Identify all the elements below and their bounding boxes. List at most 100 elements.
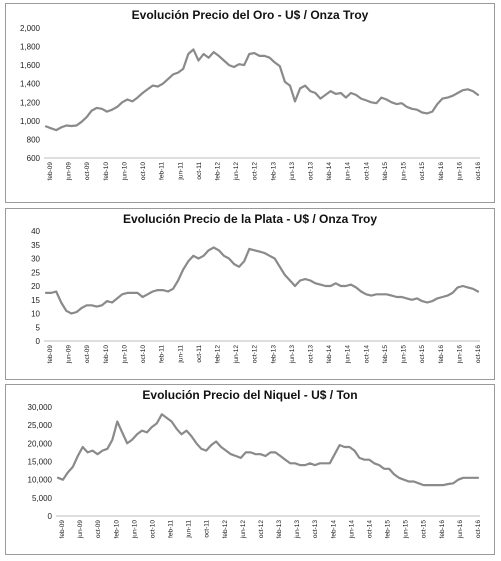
gold-x-tick-label: feb-16 xyxy=(438,162,445,181)
silver-x-tick-label: jun-10 xyxy=(121,345,128,364)
nickel-x-tick-label: oct-13 xyxy=(312,520,319,538)
silver-x-tick-label: feb-16 xyxy=(438,345,445,364)
silver-x-tick-label: jun-13 xyxy=(289,345,296,364)
silver-y-tick-label: 0 xyxy=(36,337,41,346)
gold-y-tick-label: 1,600 xyxy=(20,61,41,70)
silver-x-tick-label: oct-10 xyxy=(140,345,147,363)
gold-x-tick-label: jun-15 xyxy=(401,162,408,181)
gold-price-series-line xyxy=(44,48,480,132)
silver-x-tick-label: jun-14 xyxy=(345,345,352,364)
silver-x-tick-label: oct-14 xyxy=(363,345,370,363)
gold-x-tick-label: oct-10 xyxy=(140,162,147,180)
gold-x-tick-label: oct-15 xyxy=(419,162,426,180)
silver-x-tick-label: oct-12 xyxy=(252,345,259,363)
gold-y-tick-label: 1,200 xyxy=(20,98,41,107)
silver-x-tick-label: oct-16 xyxy=(475,345,482,363)
gold-y-tick-label: 1,400 xyxy=(20,80,41,89)
nickel-x-tick-label: oct-12 xyxy=(258,520,265,538)
nickel-x-tick-label: jun-09 xyxy=(77,520,84,539)
gold-x-tick-label: jun-13 xyxy=(289,162,296,181)
gold-x-tick-label: oct-12 xyxy=(252,162,259,180)
gold-x-tick-label: feb-11 xyxy=(159,162,166,180)
gold-x-tick-label: feb-14 xyxy=(326,162,333,181)
nickel-x-tick-label: feb-14 xyxy=(330,520,337,539)
nickel-x-tick-label: feb-12 xyxy=(222,520,229,539)
gold-x-tick-label: oct-11 xyxy=(196,162,203,180)
gold-y-tick-label: 2,000 xyxy=(20,24,41,33)
nickel-x-tick-label: feb-16 xyxy=(439,520,446,539)
nickel-x-tick-label: jun-12 xyxy=(240,520,247,539)
nickel-x-tick-label: feb-15 xyxy=(385,520,392,539)
gold-x-tick-label: feb-15 xyxy=(382,162,389,181)
silver-x-tick-label: jun-12 xyxy=(233,345,240,364)
silver-price-chart: Evolución Precio de la Plata - U$ / Onza… xyxy=(31,212,482,364)
silver-y-tick-label: 5 xyxy=(36,323,41,332)
silver-x-tick-label: feb-15 xyxy=(382,345,389,364)
nickel-x-tick-label: feb-13 xyxy=(276,520,283,539)
nickel-x-tick-label: jun-13 xyxy=(294,520,301,539)
nickel-y-tick-label: 20,000 xyxy=(28,439,53,448)
gold-price-chart-panel: Evolución Precio del Oro - U$ / Onza Tro… xyxy=(5,3,495,203)
gold-x-tick-label: jun-10 xyxy=(121,162,128,181)
nickel-x-tick-label: jun-14 xyxy=(348,520,355,539)
nickel-x-tick-label: oct-10 xyxy=(149,520,156,538)
silver-x-tick-label: oct-15 xyxy=(419,345,426,363)
nickel-chart-title: Evolución Precio del Niquel - U$ / Ton xyxy=(142,388,357,402)
gold-x-tick-label: oct-09 xyxy=(84,162,91,180)
silver-x-tick-label: oct-09 xyxy=(84,345,91,363)
nickel-x-tick-label: feb-09 xyxy=(59,520,66,539)
gold-x-tick-label: feb-09 xyxy=(47,162,54,181)
nickel-x-tick-label: jun-11 xyxy=(186,520,193,539)
gold-x-tick-label: jun-12 xyxy=(233,162,240,181)
silver-price-chart-panel: Evolución Precio de la Plata - U$ / Onza… xyxy=(5,208,495,380)
gold-y-tick-label: 1,800 xyxy=(20,43,41,52)
gold-y-tick-label: 800 xyxy=(27,135,41,144)
silver-x-tick-label: feb-09 xyxy=(47,345,54,364)
nickel-y-tick-label: 10,000 xyxy=(28,476,53,485)
nickel-price-chart: Evolución Precio del Niquel - U$ / Ton 0 5… xyxy=(28,388,482,539)
gold-chart-title: Evolución Precio del Oro - U$ / Onza Tro… xyxy=(132,8,369,22)
nickel-x-tick-label: jun-10 xyxy=(131,520,138,539)
gold-x-tick-label: jun-09 xyxy=(66,162,73,181)
silver-y-tick-label: 25 xyxy=(31,268,40,277)
silver-chart-title: Evolución Precio de la Plata - U$ / Onza… xyxy=(123,212,377,226)
gold-x-tick-label: oct-14 xyxy=(363,162,370,180)
gold-x-tick-label: feb-12 xyxy=(214,162,221,181)
nickel-y-tick-label: 5,000 xyxy=(32,494,53,503)
silver-x-tick-label: feb-13 xyxy=(270,345,277,364)
gold-x-tick-label: jun-11 xyxy=(177,162,184,181)
silver-x-tick-label: oct-11 xyxy=(196,345,203,363)
gold-x-tick-label: feb-13 xyxy=(270,162,277,181)
nickel-price-series-line xyxy=(56,413,480,487)
silver-x-tick-label: feb-12 xyxy=(214,345,221,364)
silver-x-tick-label: jun-15 xyxy=(401,345,408,364)
nickel-y-tick-label: 0 xyxy=(48,512,53,521)
silver-x-tick-label: jun-16 xyxy=(456,345,463,364)
nickel-x-tick-label: oct-09 xyxy=(95,520,102,538)
nickel-x-tick-label: oct-15 xyxy=(421,520,428,538)
gold-x-tick-label: jun-16 xyxy=(456,162,463,181)
silver-price-series-line xyxy=(44,246,480,315)
gold-price-chart: Evolución Precio del Oro - U$ / Onza Tro… xyxy=(20,8,482,181)
nickel-x-tick-label: feb-11 xyxy=(168,520,175,538)
silver-x-tick-label: jun-11 xyxy=(177,345,184,364)
nickel-x-tick-label: oct-14 xyxy=(366,520,373,538)
silver-x-tick-label: oct-13 xyxy=(308,345,315,363)
nickel-x-tick-label: jun-15 xyxy=(403,520,410,539)
silver-x-tick-label: feb-11 xyxy=(159,345,166,363)
nickel-y-tick-label: 15,000 xyxy=(28,458,53,467)
gold-x-tick-label: oct-13 xyxy=(308,162,315,180)
silver-x-tick-label: feb-14 xyxy=(326,345,333,364)
gold-x-tick-label: jun-14 xyxy=(345,162,352,181)
gold-y-tick-label: 600 xyxy=(27,154,41,163)
silver-y-tick-label: 10 xyxy=(31,310,40,319)
silver-y-tick-label: 20 xyxy=(31,282,40,291)
silver-y-tick-label: 35 xyxy=(31,241,40,250)
nickel-price-chart-panel: Evolución Precio del Niquel - U$ / Ton 0 5… xyxy=(5,384,495,555)
gold-y-tick-label: 1,000 xyxy=(20,117,41,126)
nickel-x-tick-label: jun-16 xyxy=(457,520,464,539)
gold-x-tick-label: feb-10 xyxy=(103,162,110,181)
nickel-x-tick-label: oct-11 xyxy=(204,520,211,538)
silver-y-tick-label: 40 xyxy=(31,227,40,236)
gold-x-tick-label: oct-16 xyxy=(475,162,482,180)
